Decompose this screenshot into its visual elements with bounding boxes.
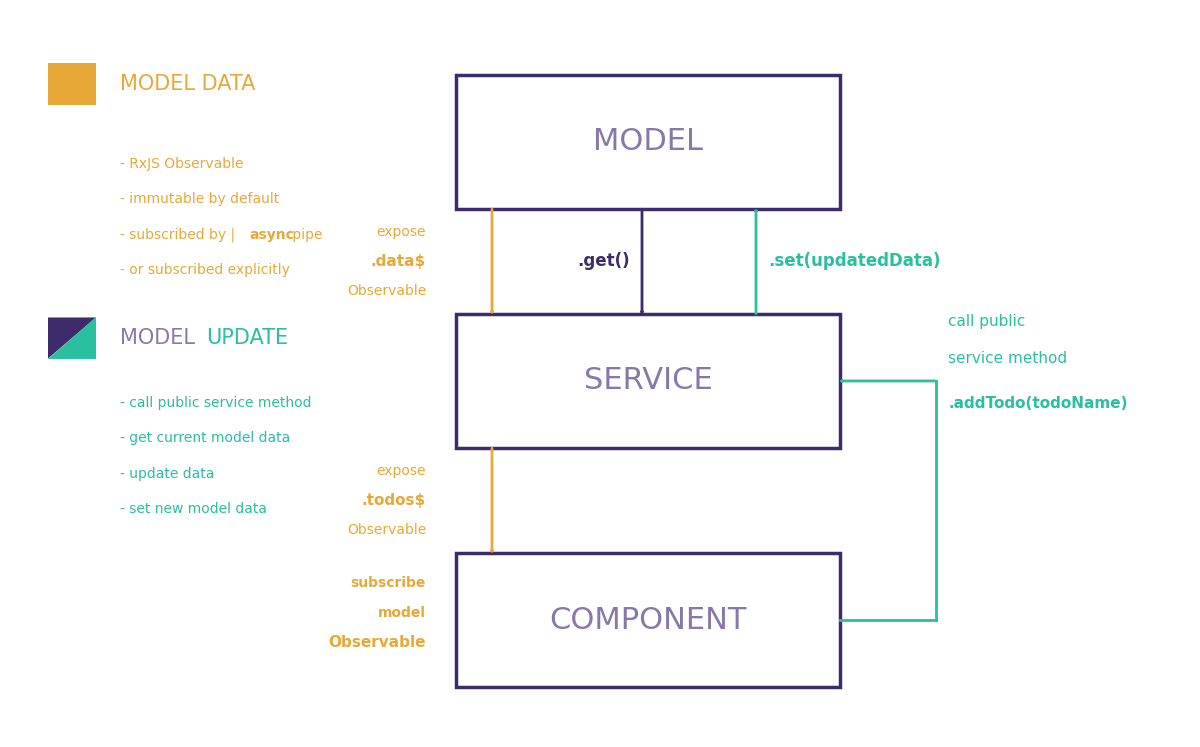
Text: - get current model data: - get current model data: [120, 432, 290, 445]
Text: UPDATE: UPDATE: [206, 329, 288, 348]
Text: - immutable by default: - immutable by default: [120, 193, 280, 206]
Text: pipe: pipe: [288, 228, 323, 241]
Text: MODEL: MODEL: [120, 329, 202, 348]
Polygon shape: [48, 317, 96, 359]
Text: .get(): .get(): [577, 252, 630, 270]
Text: .data$: .data$: [371, 254, 426, 269]
Text: Observable: Observable: [329, 635, 426, 650]
FancyBboxPatch shape: [456, 75, 840, 209]
Text: MODEL DATA: MODEL DATA: [120, 75, 256, 94]
FancyBboxPatch shape: [48, 63, 96, 105]
Text: .addTodo(todoName): .addTodo(todoName): [948, 396, 1128, 411]
Text: service method: service method: [948, 351, 1067, 366]
Text: call public: call public: [948, 314, 1025, 329]
Text: Observable: Observable: [347, 524, 426, 537]
Text: expose: expose: [377, 464, 426, 477]
Text: - set new model data: - set new model data: [120, 502, 266, 515]
Text: - subscribed by |: - subscribed by |: [120, 227, 240, 242]
Text: model: model: [378, 606, 426, 619]
Text: - RxJS Observable: - RxJS Observable: [120, 158, 244, 171]
Text: SERVICE: SERVICE: [583, 367, 713, 395]
Text: COMPONENT: COMPONENT: [550, 606, 746, 634]
Text: - or subscribed explicitly: - or subscribed explicitly: [120, 263, 290, 276]
Text: .set(updatedData): .set(updatedData): [768, 252, 941, 270]
Text: async: async: [250, 228, 294, 241]
Text: subscribe: subscribe: [350, 576, 426, 589]
Text: expose: expose: [377, 225, 426, 238]
Text: - call public service method: - call public service method: [120, 397, 312, 410]
Polygon shape: [48, 317, 96, 359]
Text: Observable: Observable: [347, 285, 426, 298]
Text: .todos$: .todos$: [362, 493, 426, 508]
Text: MODEL: MODEL: [593, 128, 703, 156]
FancyBboxPatch shape: [456, 553, 840, 687]
FancyBboxPatch shape: [456, 314, 840, 448]
Text: - update data: - update data: [120, 467, 215, 480]
